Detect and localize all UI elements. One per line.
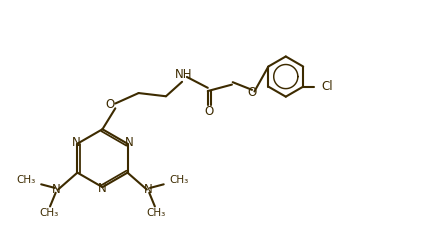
Text: O: O [106,98,115,111]
Text: Cl: Cl [322,80,333,93]
Text: CH₃: CH₃ [40,208,59,218]
Text: CH₃: CH₃ [170,175,189,185]
Text: CH₃: CH₃ [146,208,165,218]
Text: N: N [52,183,61,196]
Text: O: O [247,86,257,99]
Text: O: O [204,105,214,118]
Text: N: N [144,183,153,196]
Text: NH: NH [175,68,192,81]
Text: N: N [71,136,80,149]
Text: N: N [125,136,133,149]
Text: CH₃: CH₃ [16,175,35,185]
Text: N: N [98,182,107,195]
